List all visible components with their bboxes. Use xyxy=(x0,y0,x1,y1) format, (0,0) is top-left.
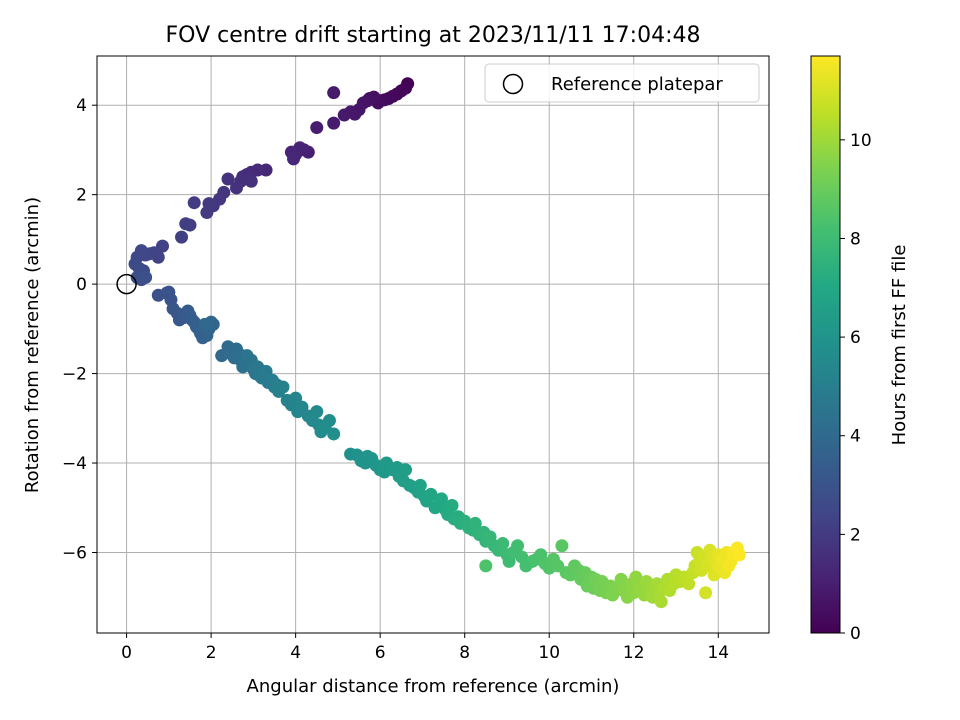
x-tick-label: 4 xyxy=(290,643,301,663)
data-point xyxy=(424,487,438,501)
x-tick-label: 6 xyxy=(375,643,386,663)
data-point xyxy=(434,492,448,506)
data-point xyxy=(399,463,413,477)
x-tick-label: 12 xyxy=(623,643,645,663)
data-point xyxy=(276,380,290,394)
data-point xyxy=(479,559,493,573)
data-point xyxy=(496,537,510,551)
x-tick-label: 2 xyxy=(206,643,217,663)
grid-lines xyxy=(97,56,769,633)
data-point xyxy=(200,206,214,220)
colorbar xyxy=(810,55,841,634)
x-axis-ticks: 0 2 4 6 8 10 12 14 xyxy=(121,633,729,663)
data-point xyxy=(287,152,301,166)
y-tick-label: −6 xyxy=(62,543,87,563)
legend: Reference platepar xyxy=(484,63,760,103)
legend-marker-reference xyxy=(502,73,524,95)
data-point xyxy=(654,595,668,609)
data-point xyxy=(175,230,189,244)
data-point xyxy=(445,499,459,513)
legend-label-reference: Reference platepar xyxy=(551,74,723,95)
y-tick-label: 4 xyxy=(76,96,87,116)
data-point xyxy=(327,427,341,441)
data-point xyxy=(327,86,341,100)
reference-platepar-marker xyxy=(116,273,137,295)
x-tick-label: 14 xyxy=(707,643,729,663)
y-tick-label: −4 xyxy=(62,454,87,474)
data-point xyxy=(310,121,324,135)
x-axis-label: Angular distance from reference (arcmin) xyxy=(247,676,620,697)
data-point xyxy=(699,586,713,600)
data-point xyxy=(221,172,235,186)
y-tick-label: −2 xyxy=(62,365,87,385)
data-point xyxy=(244,174,258,188)
colorbar-tick-label: 8 xyxy=(850,229,861,249)
data-point xyxy=(511,539,525,553)
x-tick-label: 10 xyxy=(538,643,560,663)
colorbar-tick-label: 2 xyxy=(850,525,861,545)
colorbar-ticks: 0 2 4 6 8 10 xyxy=(840,131,872,644)
data-point xyxy=(198,317,212,331)
y-tick-label: 0 xyxy=(76,275,87,295)
data-point xyxy=(555,539,569,553)
data-point xyxy=(139,270,153,284)
colorbar-tick-label: 4 xyxy=(850,427,861,447)
y-tick-label: 2 xyxy=(76,186,87,206)
colorbar-tick-label: 10 xyxy=(850,131,872,151)
data-point xyxy=(310,405,324,419)
colorbar-tick-label: 0 xyxy=(850,624,861,644)
data-point xyxy=(322,414,336,428)
data-point xyxy=(187,196,201,210)
data-point xyxy=(682,577,696,591)
data-point xyxy=(179,217,193,231)
colorbar-tick-label: 6 xyxy=(850,328,861,348)
data-point xyxy=(629,570,643,584)
chart-title: FOV centre drift starting at 2023/11/11 … xyxy=(166,23,701,48)
data-point xyxy=(327,116,341,130)
plot-frame xyxy=(96,55,770,634)
x-tick-label: 0 xyxy=(121,643,132,663)
data-point xyxy=(614,572,628,586)
data-point xyxy=(229,181,243,195)
y-axis-ticks: −6 −4 −2 0 2 4 xyxy=(62,96,97,563)
colorbar-label: Hours from first FF file xyxy=(889,245,910,446)
data-point xyxy=(468,516,482,530)
data-point xyxy=(413,478,427,492)
data-points xyxy=(128,77,746,609)
y-axis-label: Rotation from reference (arcmin) xyxy=(22,197,43,493)
data-point xyxy=(337,108,351,122)
legend-box xyxy=(484,63,760,103)
data-point xyxy=(732,548,746,562)
x-tick-label: 8 xyxy=(459,643,470,663)
